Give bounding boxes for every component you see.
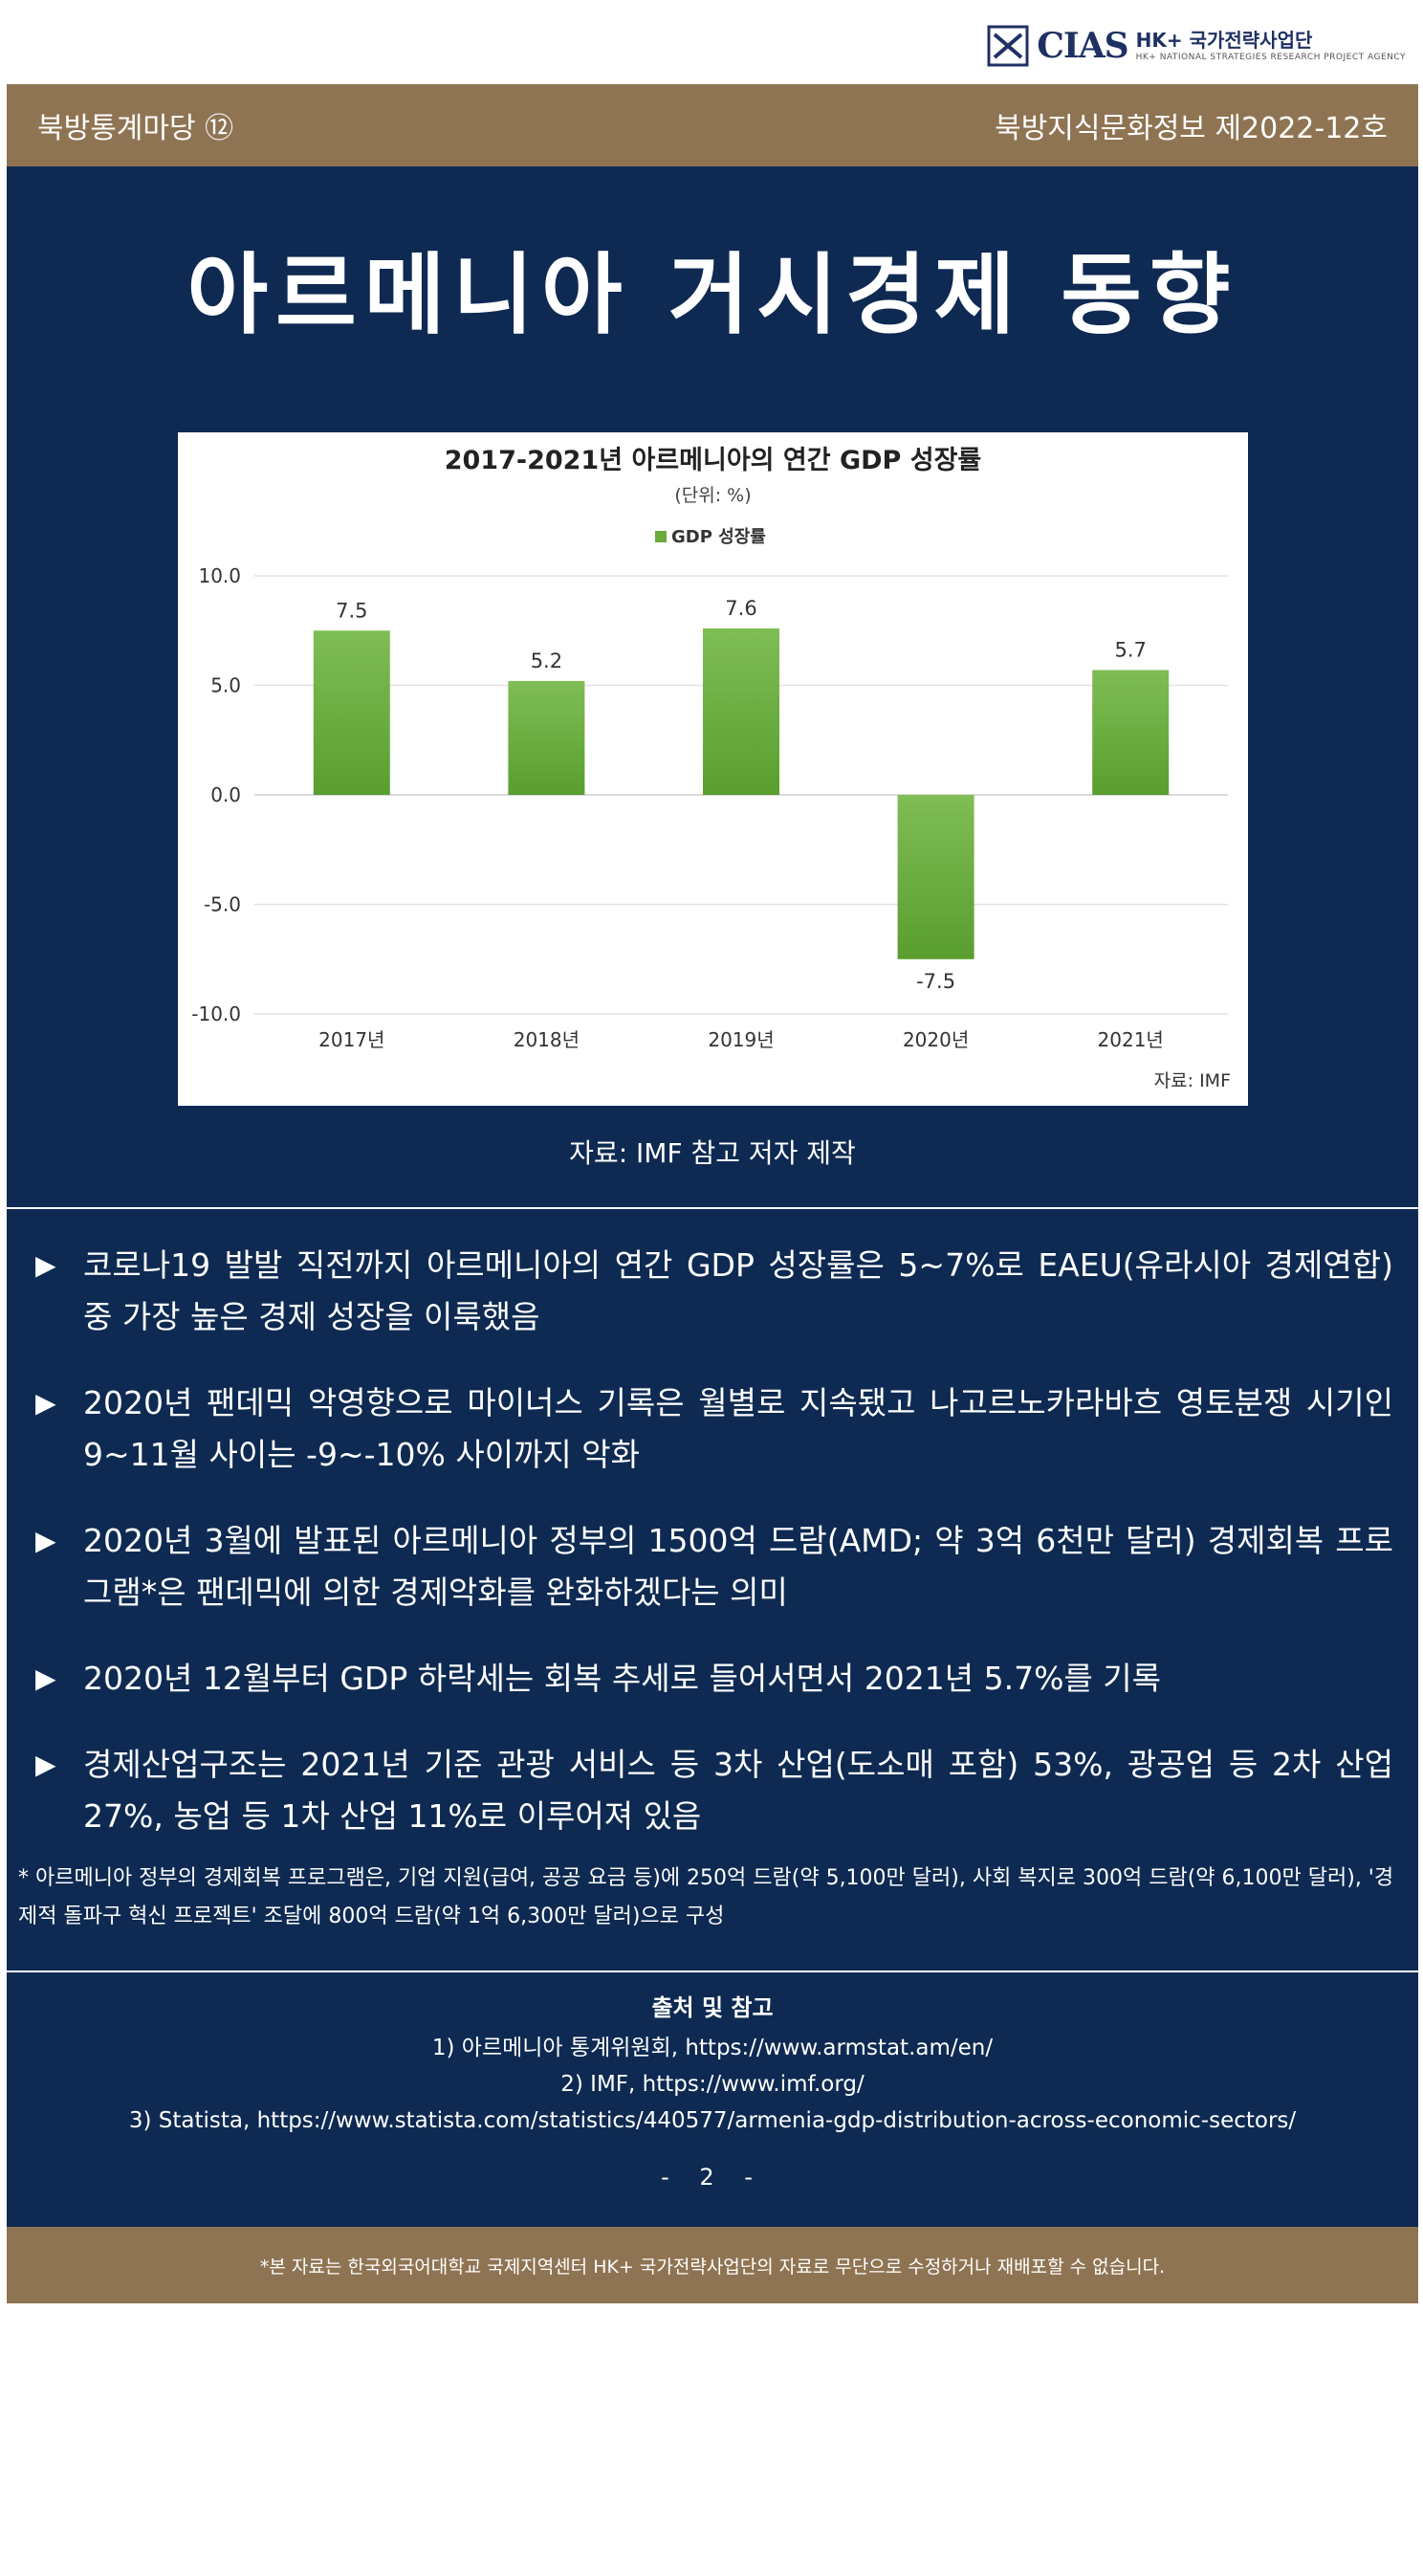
- chart-source: 자료: IMF: [1154, 1070, 1231, 1091]
- page-title: 아르메니아 거시경제 동향: [186, 244, 1238, 346]
- y-tick-label: 10.0: [198, 564, 241, 587]
- series-label: 북방통계마당 ⑫: [37, 112, 234, 145]
- y-tick-label: -5.0: [204, 893, 241, 916]
- bullet-text: 2020년 팬데믹 악영향으로 마이너스 기록은 월별로 지속됐고 나고르노카라…: [83, 1384, 1393, 1473]
- reference-item: 1) 아르메니아 통계위원회, https://www.armstat.am/e…: [431, 2036, 994, 2060]
- data-label: 5.2: [531, 650, 562, 672]
- gdp-chart: 2017-2021년 아르메니아의 연간 GDP 성장률 (단위: %) GDP 성…: [178, 432, 1248, 1106]
- bar: [313, 630, 390, 795]
- y-tick-label: 0.0: [210, 783, 241, 806]
- x-tick-label: 2018년: [514, 1028, 580, 1051]
- references-title: 출처 및 참고: [651, 1994, 774, 2021]
- chart-subtitle: (단위: %): [674, 485, 751, 506]
- reference-item: 2) IMF, https://www.imf.org/: [560, 2072, 865, 2097]
- data-label: 7.6: [725, 597, 756, 620]
- list-item: ▶ 코로나19 발발 직전까지 아르메니아의 연간 GDP 성장률은 5~7%로…: [35, 1240, 1393, 1343]
- bar: [1092, 670, 1170, 795]
- bar: [508, 680, 585, 795]
- issue-label: 북방지식문화정보 제2022-12호: [995, 112, 1388, 145]
- y-tick-label: -10.0: [191, 1002, 241, 1025]
- bullet-marker-icon: ▶: [35, 1749, 56, 1780]
- data-label: 7.5: [336, 599, 367, 622]
- bullet-list: ▶ 코로나19 발발 직전까지 아르메니아의 연간 GDP 성장률은 5~7%로…: [35, 1240, 1393, 1877]
- cias-logo: CIAS HK+ 국가전략사업단 HK+ NATIONAL STRATEGIES…: [987, 19, 1406, 73]
- legend-label: GDP 성장률: [671, 527, 766, 547]
- logo-cias-text: CIAS: [1037, 26, 1128, 66]
- logo-subtitle: HK+ NATIONAL STRATEGIES RESEARCH PROJECT…: [1135, 52, 1406, 62]
- bullet-marker-icon: ▶: [35, 1249, 56, 1281]
- list-item: ▶ 2020년 팬데믹 악영향으로 마이너스 기록은 월별로 지속됐고 나고르노…: [35, 1377, 1393, 1481]
- bar: [897, 795, 974, 959]
- chart-caption: 자료: IMF 참고 저자 제작: [569, 1137, 856, 1169]
- x-tick-label: 2020년: [903, 1028, 969, 1051]
- references-section: 출처 및 참고 1) 아르메니아 통계위원회, https://www.arms…: [7, 1972, 1418, 2227]
- title-section: 아르메니아 거시경제 동향 2017-2021년 아르메니아의 연간 GDP 성…: [7, 166, 1418, 1207]
- logo-title: HK+ 국가전략사업단: [1135, 28, 1313, 52]
- list-item: ▶ 경제산업구조는 2021년 기준 관광 서비스 등 3차 산업(도소매 포함…: [35, 1739, 1393, 1842]
- footnote: * 아르메니아 정부의 경제회복 프로그램은, 기업 지원(급여, 공공 요금 …: [18, 1866, 1394, 1928]
- header-bar: 북방통계마당 ⑫ 북방지식문화정보 제2022-12호: [7, 84, 1418, 166]
- bullet-text: 코로나19 발발 직전까지 아르메니아의 연간 GDP 성장률은 5~7%로 E…: [83, 1246, 1393, 1335]
- disclaimer-bar: *본 자료는 한국외국어대학교 국제지역센터 HK+ 국가전략사업단의 자료로 …: [7, 2227, 1418, 2303]
- chart-title: 2017-2021년 아르메니아의 연간 GDP 성장률: [445, 446, 982, 475]
- summary-section: ▶ 코로나19 발발 직전까지 아르메니아의 연간 GDP 성장률은 5~7%로…: [7, 1209, 1418, 1971]
- disclaimer: *본 자료는 한국외국어대학교 국제지역센터 HK+ 국가전략사업단의 자료로 …: [259, 2256, 1166, 2278]
- bullet-text: 2020년 12월부터 GDP 하락세는 회복 추세로 들어서면서 2021년 …: [83, 1660, 1162, 1697]
- bullet-marker-icon: ▶: [35, 1525, 56, 1556]
- bullet-text: 경제산업구조는 2021년 기준 관광 서비스 등 3차 산업(도소매 포함) …: [83, 1746, 1393, 1835]
- legend-swatch: [655, 531, 667, 542]
- list-item: ▶ 2020년 3월에 발표된 아르메니아 정부의 1500억 드람(AMD; …: [35, 1515, 1393, 1618]
- gdp-chart-svg: 2017-2021년 아르메니아의 연간 GDP 성장률 (단위: %) GDP 성…: [191, 446, 1231, 1091]
- cias-logo-icon: [987, 25, 1029, 67]
- bullet-marker-icon: ▶: [35, 1662, 56, 1694]
- bar: [703, 627, 779, 795]
- page-number: - 2 -: [661, 2164, 764, 2191]
- y-tick-label: 5.0: [210, 674, 241, 697]
- bullet-marker-icon: ▶: [35, 1387, 56, 1419]
- x-tick-label: 2017년: [318, 1028, 384, 1051]
- data-label: 5.7: [1114, 638, 1146, 661]
- data-label: -7.5: [916, 970, 955, 993]
- x-tick-label: 2019년: [708, 1028, 774, 1051]
- x-tick-label: 2021년: [1098, 1028, 1164, 1051]
- list-item: ▶ 2020년 12월부터 GDP 하락세는 회복 추세로 들어서면서 2021…: [35, 1653, 1393, 1705]
- references: 출처 및 참고 1) 아르메니아 통계위원회, https://www.arms…: [7, 1990, 1418, 2139]
- bullet-text: 2020년 3월에 발표된 아르메니아 정부의 1500억 드람(AMD; 약 …: [83, 1522, 1393, 1611]
- reference-item: 3) Statista, https://www.statista.com/st…: [128, 2108, 1297, 2133]
